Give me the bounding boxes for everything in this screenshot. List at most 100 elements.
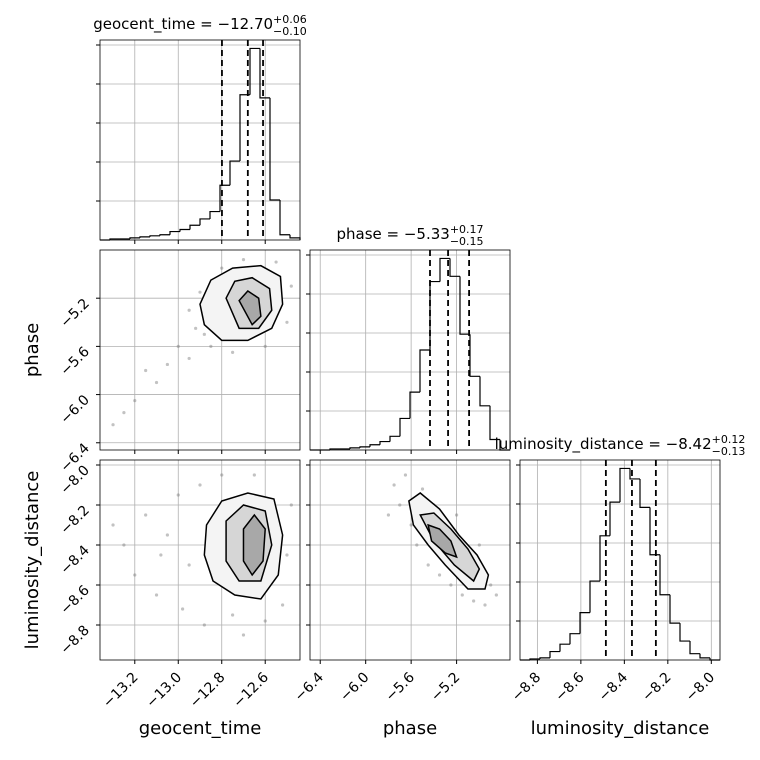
hist-bin [479, 376, 490, 407]
hist-bin [419, 349, 430, 393]
hist-bin [169, 230, 180, 235]
y-tick-label: −8.8 [57, 623, 92, 658]
panel-frame [519, 459, 721, 661]
sample-point [202, 623, 206, 627]
sample-point [285, 553, 289, 557]
hist-bin [489, 405, 500, 441]
hist-bin [269, 97, 280, 201]
sample-point [194, 326, 198, 330]
frame-layer [96, 39, 721, 664]
sample-point [472, 599, 476, 603]
y-tick-label: −6.0 [57, 392, 92, 427]
sample-point [420, 487, 425, 491]
sample-point [386, 513, 391, 517]
density-contour [238, 289, 262, 326]
title-plus: +0.06 [273, 13, 307, 26]
sample-point [165, 533, 169, 537]
panel-title: luminosity_distance = −8.42 [495, 435, 712, 454]
sample-point [494, 593, 498, 597]
y-tick-label: −8.6 [57, 582, 92, 617]
sample-point [133, 399, 137, 403]
x-tick-label: −8.4 [596, 669, 631, 704]
sample-point [285, 320, 289, 324]
sample-point [392, 483, 396, 487]
sample-point [231, 350, 235, 355]
sample-point [154, 380, 159, 385]
sample-point [460, 593, 464, 597]
x-tick-label: −6.4 [292, 669, 327, 704]
sample-point [198, 290, 202, 294]
hist-bin [589, 580, 600, 613]
title-plus: +0.17 [450, 223, 484, 236]
x-tick-label: −5.6 [383, 669, 418, 704]
sample-point [122, 543, 126, 547]
sample-point [489, 583, 493, 587]
hist-bin [409, 391, 420, 419]
hist-bin [549, 650, 560, 658]
y-axis-label: phase [22, 323, 43, 377]
title-minus: −0.15 [450, 235, 484, 248]
hist-bin [579, 612, 590, 634]
sample-point [198, 483, 202, 487]
hist-bin [469, 334, 480, 377]
sample-point [144, 513, 148, 517]
hist-bin [369, 444, 380, 447]
sample-point [281, 603, 285, 607]
title-main: luminosity_distance = −8.42 [495, 435, 712, 454]
hist-bin [389, 435, 400, 442]
panel-frame [99, 39, 301, 241]
x-tick-label: −12.6 [230, 669, 272, 711]
density-contour [427, 523, 458, 559]
hist-bin [669, 594, 680, 624]
hist-bin [609, 501, 620, 536]
hist-bin [449, 258, 460, 277]
sample-point [409, 523, 413, 527]
x-tick-label: −8.2 [639, 670, 674, 705]
hist-bin [619, 467, 630, 503]
panel-frame [99, 249, 301, 451]
hist-bin [659, 554, 670, 596]
hist-bin [359, 446, 370, 448]
panel-title: phase = −5.33 [336, 225, 449, 243]
hist-bin [239, 94, 250, 162]
sample-point [220, 266, 224, 270]
sample-point [209, 344, 213, 348]
hist-bin [639, 478, 650, 508]
hist-bin [699, 653, 710, 659]
sample-point [111, 423, 115, 427]
hist-bin [259, 48, 270, 99]
sample-point [181, 607, 185, 611]
x-tick-label: −6.0 [337, 670, 372, 705]
hist-bin [189, 224, 200, 230]
title-minus: −0.13 [712, 445, 746, 458]
sample-point [231, 613, 235, 617]
x-tick-label: −13.2 [100, 670, 142, 712]
sample-point [187, 308, 191, 312]
sample-point [176, 344, 180, 348]
sample-point [454, 513, 459, 517]
sample-point [144, 368, 148, 373]
sample-point [483, 603, 487, 607]
x-tick-label: −12.8 [187, 670, 229, 712]
sample-point [154, 593, 159, 597]
hist-bin [399, 417, 410, 437]
x-tick-label: −13.0 [143, 670, 185, 712]
y-tick-label: −8.2 [57, 503, 92, 538]
x-tick-label: −8.8 [509, 670, 544, 705]
panel-frame [309, 249, 511, 451]
sample-point [477, 543, 481, 547]
hist-bin [429, 280, 440, 350]
y-tick-label: −8.4 [57, 542, 92, 577]
sample-point [187, 563, 191, 567]
hist-bin [279, 200, 290, 236]
hist-bin [349, 447, 360, 449]
sample-point [187, 356, 191, 361]
data-layer [100, 40, 720, 661]
sample-point [122, 411, 126, 415]
x-tick-label: −5.2 [428, 670, 463, 705]
title-plus: +0.12 [712, 433, 746, 446]
hist-bin [209, 210, 220, 219]
hist-bin [219, 184, 230, 212]
hist-bin [439, 257, 450, 282]
hist-bin [129, 237, 140, 239]
